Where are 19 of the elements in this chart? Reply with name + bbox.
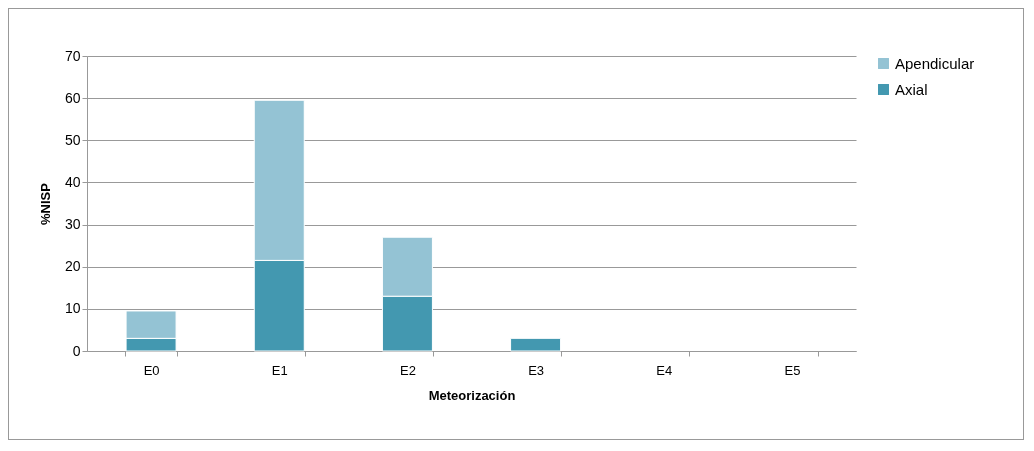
legend-label: Axial bbox=[895, 80, 928, 98]
x-tick-label: E1 bbox=[271, 362, 288, 378]
y-tick-label: 50 bbox=[64, 131, 81, 148]
x-tick-label: E0 bbox=[143, 362, 160, 378]
y-tick-label: 0 bbox=[72, 342, 81, 359]
y-tick-label: 70 bbox=[64, 47, 81, 64]
y-axis-title: %NISP bbox=[37, 182, 53, 225]
y-tick-label: 40 bbox=[64, 173, 81, 190]
y-tick-label: 20 bbox=[64, 258, 81, 275]
x-tick-label: E3 bbox=[528, 362, 545, 378]
y-tick-label: 30 bbox=[64, 216, 81, 233]
bar bbox=[510, 337, 562, 352]
legend-label: Apendicular bbox=[895, 54, 975, 72]
x-tick-label: E2 bbox=[399, 362, 416, 378]
x-tick-label: E5 bbox=[784, 362, 801, 378]
y-tick-label: 10 bbox=[64, 300, 81, 317]
y-tick-label: 60 bbox=[64, 89, 81, 106]
x-tick-label: E4 bbox=[656, 362, 673, 378]
x-axis-title: Meteorización bbox=[428, 387, 516, 403]
